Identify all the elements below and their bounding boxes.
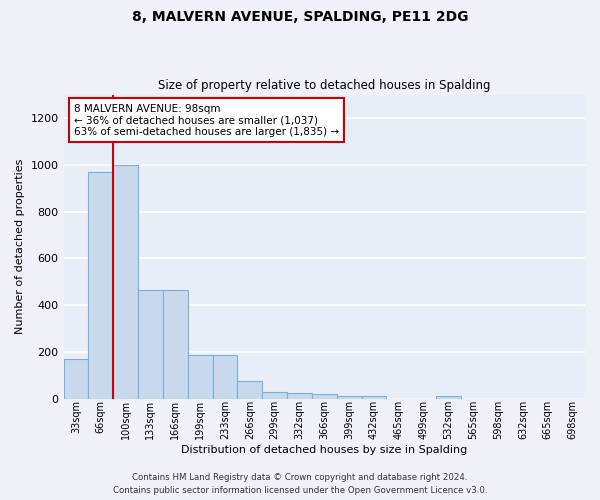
X-axis label: Distribution of detached houses by size in Spalding: Distribution of detached houses by size … <box>181 445 467 455</box>
Bar <box>113 164 138 398</box>
Bar <box>64 359 88 399</box>
Bar <box>262 392 287 398</box>
Bar <box>287 393 312 398</box>
Bar <box>188 356 212 399</box>
Bar <box>138 290 163 399</box>
Text: Contains HM Land Registry data © Crown copyright and database right 2024.
Contai: Contains HM Land Registry data © Crown c… <box>113 474 487 495</box>
Bar <box>362 396 386 398</box>
Title: Size of property relative to detached houses in Spalding: Size of property relative to detached ho… <box>158 79 491 92</box>
Y-axis label: Number of detached properties: Number of detached properties <box>15 159 25 334</box>
Bar <box>212 356 238 399</box>
Bar <box>312 394 337 398</box>
Text: 8, MALVERN AVENUE, SPALDING, PE11 2DG: 8, MALVERN AVENUE, SPALDING, PE11 2DG <box>132 10 468 24</box>
Bar <box>238 381 262 398</box>
Bar <box>163 290 188 399</box>
Bar <box>88 172 113 398</box>
Bar <box>337 396 362 398</box>
Text: 8 MALVERN AVENUE: 98sqm
← 36% of detached houses are smaller (1,037)
63% of semi: 8 MALVERN AVENUE: 98sqm ← 36% of detache… <box>74 104 339 137</box>
Bar <box>436 396 461 398</box>
